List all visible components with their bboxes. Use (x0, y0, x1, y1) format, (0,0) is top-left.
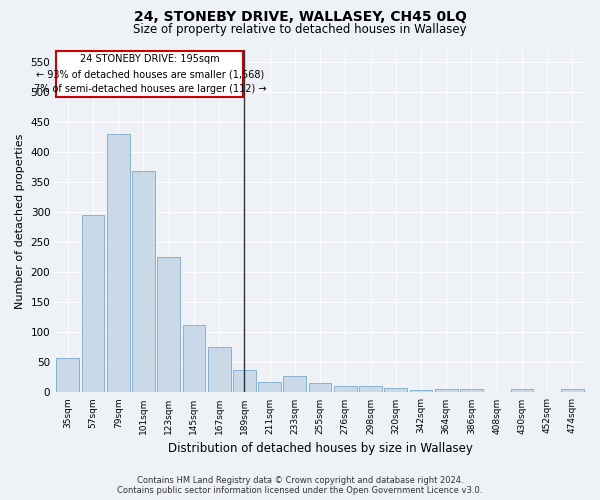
X-axis label: Distribution of detached houses by size in Wallasey: Distribution of detached houses by size … (167, 442, 473, 455)
Text: Size of property relative to detached houses in Wallasey: Size of property relative to detached ho… (133, 22, 467, 36)
Text: 24, STONEBY DRIVE, WALLASEY, CH45 0LQ: 24, STONEBY DRIVE, WALLASEY, CH45 0LQ (134, 10, 466, 24)
Bar (511, 390, 533, 392)
Bar (182, 324, 205, 392)
Bar (233, 370, 256, 392)
Bar (309, 384, 331, 392)
Bar (208, 347, 230, 393)
Bar (283, 376, 306, 392)
Bar (359, 386, 382, 392)
Bar (410, 390, 433, 392)
Bar (82, 215, 104, 392)
Text: 24 STONEBY DRIVE: 195sqm: 24 STONEBY DRIVE: 195sqm (80, 54, 220, 64)
Bar (561, 390, 584, 392)
Bar (435, 390, 458, 392)
Text: ← 93% of detached houses are smaller (1,568): ← 93% of detached houses are smaller (1,… (35, 69, 264, 79)
Text: 7% of semi-detached houses are larger (112) →: 7% of semi-detached houses are larger (1… (34, 84, 266, 94)
Bar (334, 386, 356, 392)
Y-axis label: Number of detached properties: Number of detached properties (15, 134, 25, 309)
FancyBboxPatch shape (56, 51, 243, 97)
Text: Contains HM Land Registry data © Crown copyright and database right 2024.
Contai: Contains HM Land Registry data © Crown c… (118, 476, 482, 495)
Bar (460, 390, 483, 392)
Bar (385, 388, 407, 392)
Bar (132, 172, 155, 392)
Bar (56, 358, 79, 392)
Bar (258, 382, 281, 392)
Bar (157, 258, 180, 392)
Bar (107, 134, 130, 392)
